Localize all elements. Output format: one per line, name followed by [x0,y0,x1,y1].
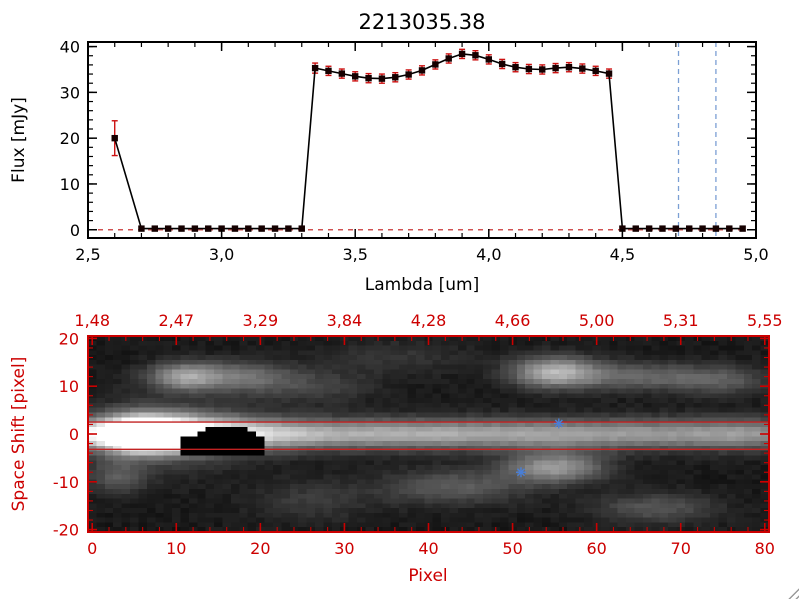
spectrum-marker [338,70,346,77]
spectrum-marker [739,225,746,232]
pixel-tick-label: 40 [418,539,438,558]
space-shift-tick-label: 10 [59,377,79,396]
wavelength-tick-label: 2,47 [158,311,194,330]
spectral-2d-image [88,336,769,532]
pixel-axis-label: Pixel [408,566,447,586]
spectrum-marker [218,225,225,232]
spectrum-plot: 2,5 3,0 3,5 4,0 4,5 5,0 0 10 20 30 40 [60,38,769,264]
lambda-tick-label: 3,5 [342,245,367,264]
spectrum-marker [231,225,239,232]
flux-tick-label: 30 [60,83,80,102]
spectrum-marker [472,52,479,59]
spectrum-marker [178,225,185,232]
pixel-tick-label: 70 [671,539,691,558]
plot-frame [87,41,757,239]
wavelength-tick-label: 5,00 [579,311,615,330]
spectrum-marker [298,225,305,232]
spectrum-marker [271,225,279,232]
spectrum-marker [498,60,506,68]
spectrum-marker [539,66,546,73]
spectrum-marker [352,73,359,80]
spectrum-marker [151,225,158,232]
wavelength-tick-label: 3,29 [243,311,279,330]
spectrum-marker [726,225,733,232]
spectrum-marker [138,225,145,232]
spectrum-marker [659,225,666,232]
spectrum-marker [445,55,452,62]
pixel-tick-label: 30 [334,539,354,558]
space-shift-tick-label: 0 [69,425,79,444]
spectrum-marker [325,67,332,75]
spectrum-marker [579,65,586,72]
wavelength-tick-label: 3,84 [327,311,363,330]
pixel-tick-label: 10 [166,539,186,558]
spectrum-marker [111,134,118,142]
spectrum-marker [592,67,599,75]
spectrum-marker [418,67,426,74]
flux-tick-label: 40 [60,38,80,57]
lambda-tick-label: 4,5 [610,245,635,264]
spectrum-marker [432,61,439,68]
spectrum-marker [164,225,172,232]
star-marker [516,468,526,477]
spectrum-marker [712,225,720,232]
spectrum-marker [525,65,533,73]
spectrum-marker [245,225,252,232]
spectrum-marker [458,50,466,58]
wavelength-tick-label: 4,66 [495,311,531,330]
spectrum-marker [405,71,412,78]
spectrum-marker [205,225,212,232]
spectrum-marker [619,225,626,232]
spectrum-marker [378,75,386,82]
wavelength-tick-label: 4,28 [411,311,447,330]
wavelength-tick-label: 1,48 [74,311,110,330]
wavelength-tick-label: 5,31 [663,311,699,330]
space-shift-tick-label: -20 [53,521,79,540]
image-frame [87,335,770,533]
chart-title: 2213035.38 [359,10,486,34]
spectrum-marker [686,225,693,232]
spectrum-marker [311,64,319,72]
lambda-axis-label: Lambda [um] [365,275,479,295]
wavelength-tick-label: 5,55 [747,311,783,330]
pixel-tick-label: 80 [755,539,775,558]
space-shift-axis-label: Space Shift [pixel] [9,357,29,512]
spectrum-marker [285,225,292,232]
star-marker [554,419,563,428]
flux-axis-label: Flux [mJy] [9,97,29,183]
spectrum-marker [565,63,573,71]
spectrum-marker [365,74,372,82]
spectrum-marker [645,225,653,232]
spectrum-marker [485,56,492,63]
spectrum-marker [605,70,613,77]
spectrum-marker [552,64,559,72]
space-shift-tick-label: -10 [53,473,79,492]
pixel-tick-label: 0 [87,539,97,558]
spectrum-marker [191,225,199,232]
pixel-tick-label: 60 [586,539,606,558]
flux-tick-label: 0 [70,221,80,240]
lambda-tick-label: 5,0 [743,245,768,264]
spectrum-marker [258,225,265,232]
space-shift-tick-label: 20 [59,329,79,348]
spectrum-marker [699,225,706,232]
lambda-tick-label: 4,0 [476,245,501,264]
lambda-tick-label: 3,0 [209,245,234,264]
spectrum-marker [672,225,680,232]
flux-tick-label: 10 [60,175,80,194]
lambda-tick-label: 2,5 [75,245,100,264]
pixel-tick-label: 20 [250,539,270,558]
flux-tick-label: 20 [60,129,80,148]
spectrum-marker [632,225,639,232]
spectrum-line [113,53,743,230]
spectrum-marker [392,74,399,81]
pixel-tick-label: 50 [502,539,522,558]
spectrum-marker [512,63,519,71]
